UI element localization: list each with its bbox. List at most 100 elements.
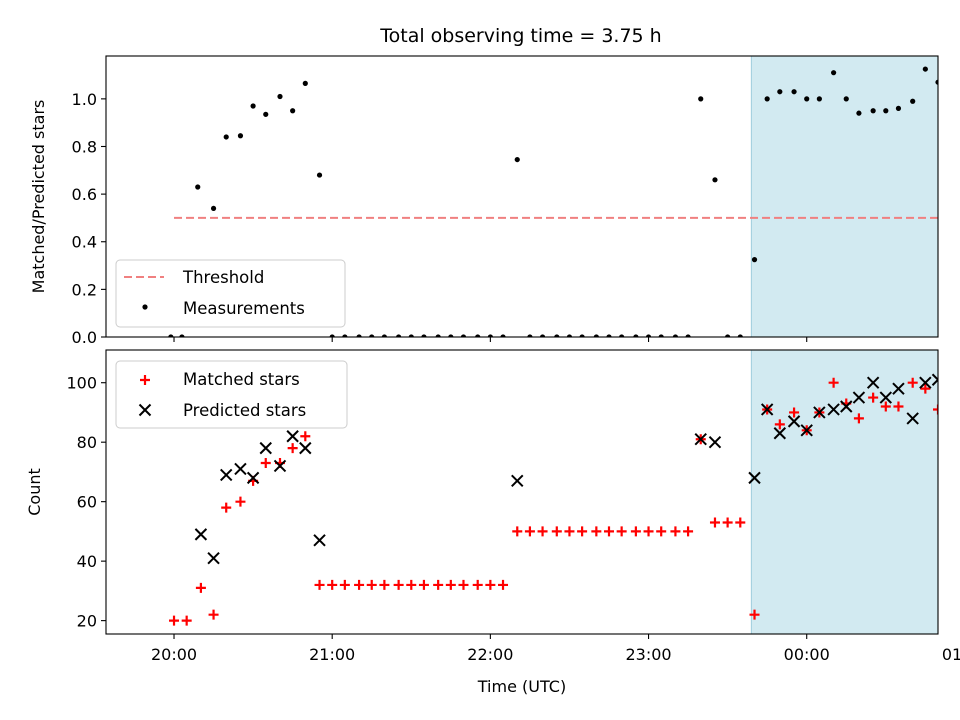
matched-stars-point [287,443,298,454]
matched-stars-point [498,579,509,590]
ratio-panel: 0.0 0.2 0.4 0.6 0.8 1.0 Matched/Predicted star… [29,55,939,347]
predicted-stars-point [787,415,801,428]
matched-stars-point [393,579,404,590]
measurement-point [843,96,849,102]
measurement-point [606,334,612,337]
x-tick-label: 21:00 [309,645,355,664]
measurement-point [356,334,362,337]
observing-window-span [751,56,938,337]
predicted-stars-point [827,403,840,416]
matched-stars-point [366,579,377,590]
matched-stars-point [789,407,800,418]
measurement-point [342,334,348,337]
observing-window-span [751,350,938,634]
matched-stars-point [564,526,575,537]
measurement-point [831,70,837,76]
measurement-point [435,334,441,337]
y-tick-label: 0.8 [72,137,97,156]
y-tick-label: 60 [77,493,97,512]
measurement-point [725,334,731,337]
measurement-point [935,79,938,85]
measurement-point [514,156,520,163]
x-tick-label: 01:00 [942,645,960,664]
legend: Matched stars Predicted stars [115,360,348,429]
matched-stars-point [524,526,535,537]
measurement-point [500,334,506,337]
predicted-stars-point [708,435,722,449]
matched-stars-point [472,579,483,590]
measurement-point [883,108,889,114]
measurement-point [210,205,217,212]
measurement-point [579,334,585,337]
measurement-point [290,108,296,114]
measurement-point [487,334,493,337]
predicted-stars-point [220,468,233,482]
measurement-point [408,334,414,337]
measurement-point [195,184,201,190]
measurement-point [263,111,269,117]
predicted-stars-point [866,376,880,389]
count-panel: 20 40 60 80 100 Count 20:00 21:00 22:00 23:00 00:0… [25,349,960,696]
matched-stars-point [551,526,562,537]
predicted-stars-point [879,391,893,404]
legend-threshold-label: Threshold [182,268,264,287]
predicted-stars-point [259,441,272,455]
legend-measurements-label: Measurements [183,299,305,318]
x-axis-label: Time (UTC) [477,677,566,696]
matched-stars-point [868,392,879,403]
measurement-point [421,334,427,337]
matched-stars-point [735,517,746,528]
measurement-point [460,334,467,337]
measurement-point [237,133,244,139]
measurement-point [895,105,902,111]
matched-stars-point [537,526,548,537]
matched-stars-point [195,582,206,593]
predicted-stars-point [748,471,761,485]
y-axis-label: Count [25,468,44,516]
matched-stars-point [418,579,429,590]
measurement-point [168,334,174,337]
measurement-point [658,334,664,337]
axes-frame [105,55,939,338]
measurement-point [910,98,916,104]
matched-stars-point [458,579,469,590]
measurement-point [475,334,481,337]
predicted-stars-point [773,427,787,440]
matched-stars-point [656,526,667,537]
matched-stars-point [379,579,390,590]
measurement-point [316,172,323,178]
predicted-stars-point [760,403,774,416]
matched-stars-point [512,526,523,537]
predicted-stars-point [919,376,932,389]
measurement-point [922,66,928,72]
measurement-point [329,334,335,337]
measurement-point [302,80,308,86]
predicted-stars-point [299,441,312,455]
measurement-point [698,96,704,102]
matched-stars-point [208,609,219,620]
measurement-point [672,334,679,337]
measurement-point [804,96,810,102]
matched-stars-point [169,615,180,626]
predicted-stars-point [194,528,208,541]
plot-area [169,350,938,634]
matched-stars-point [893,401,904,412]
measurement-point [619,334,625,337]
legend-box [115,360,348,429]
y-tick-label: 100 [66,374,97,393]
matched-stars-point [828,377,839,388]
matched-stars-point [327,579,338,590]
matched-stars-point [749,609,760,620]
predicted-stars-point [511,474,524,488]
matched-stars-point [630,526,641,537]
x-tick-label: 20:00 [151,645,197,664]
predicted-stars-point [694,433,707,446]
measurement-point [856,110,862,116]
matched-stars-point [643,526,654,537]
matched-stars-point [314,579,325,590]
matched-stars-point [591,526,602,537]
measurement-point [777,89,783,95]
matched-stars-point [433,579,444,590]
measurement-point [633,334,639,337]
chart-title: Total observing time = 3.75 h [379,25,661,47]
